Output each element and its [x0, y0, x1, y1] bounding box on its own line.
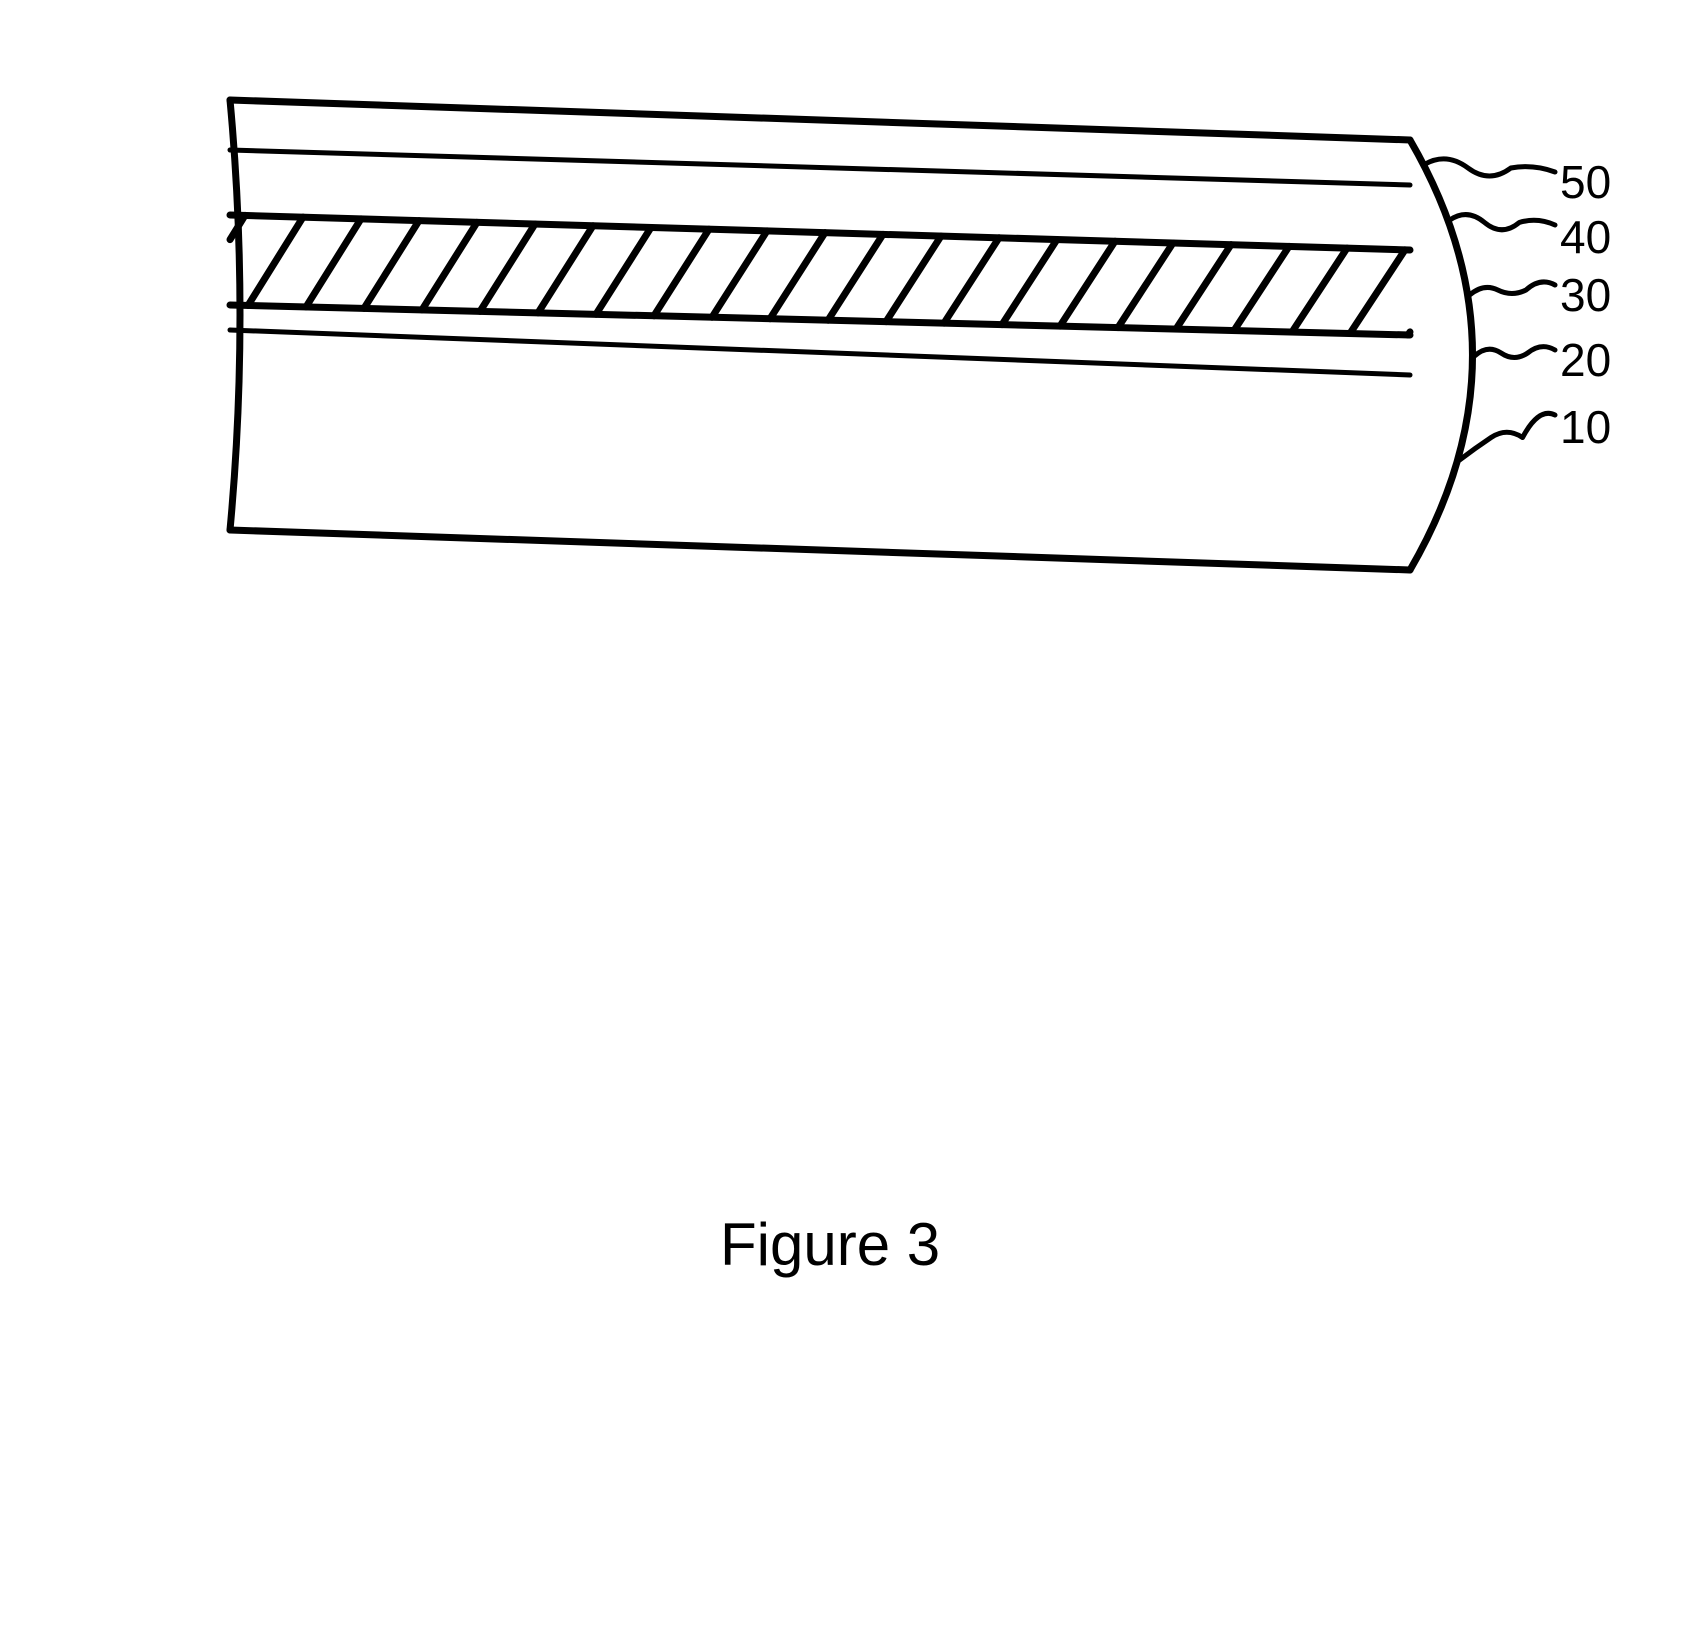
break-arc-left	[230, 100, 240, 530]
boundary-bottom	[230, 530, 1410, 570]
leader-10	[1460, 413, 1555, 460]
label-20: 20	[1560, 333, 1611, 387]
label-30: 30	[1560, 268, 1611, 322]
boundary-50	[230, 150, 1410, 185]
leader-40	[1450, 215, 1555, 230]
boundary-top	[230, 100, 1410, 140]
break-arc-right	[1410, 140, 1473, 570]
leader-20	[1474, 347, 1555, 358]
layer-diagram	[0, 0, 1704, 1625]
label-10: 10	[1560, 400, 1611, 454]
figure-caption: Figure 3	[720, 1210, 940, 1279]
label-50: 50	[1560, 155, 1611, 209]
leader-30	[1470, 282, 1555, 295]
label-40: 40	[1560, 210, 1611, 264]
leader-50	[1425, 159, 1555, 176]
boundary-20	[230, 330, 1410, 375]
